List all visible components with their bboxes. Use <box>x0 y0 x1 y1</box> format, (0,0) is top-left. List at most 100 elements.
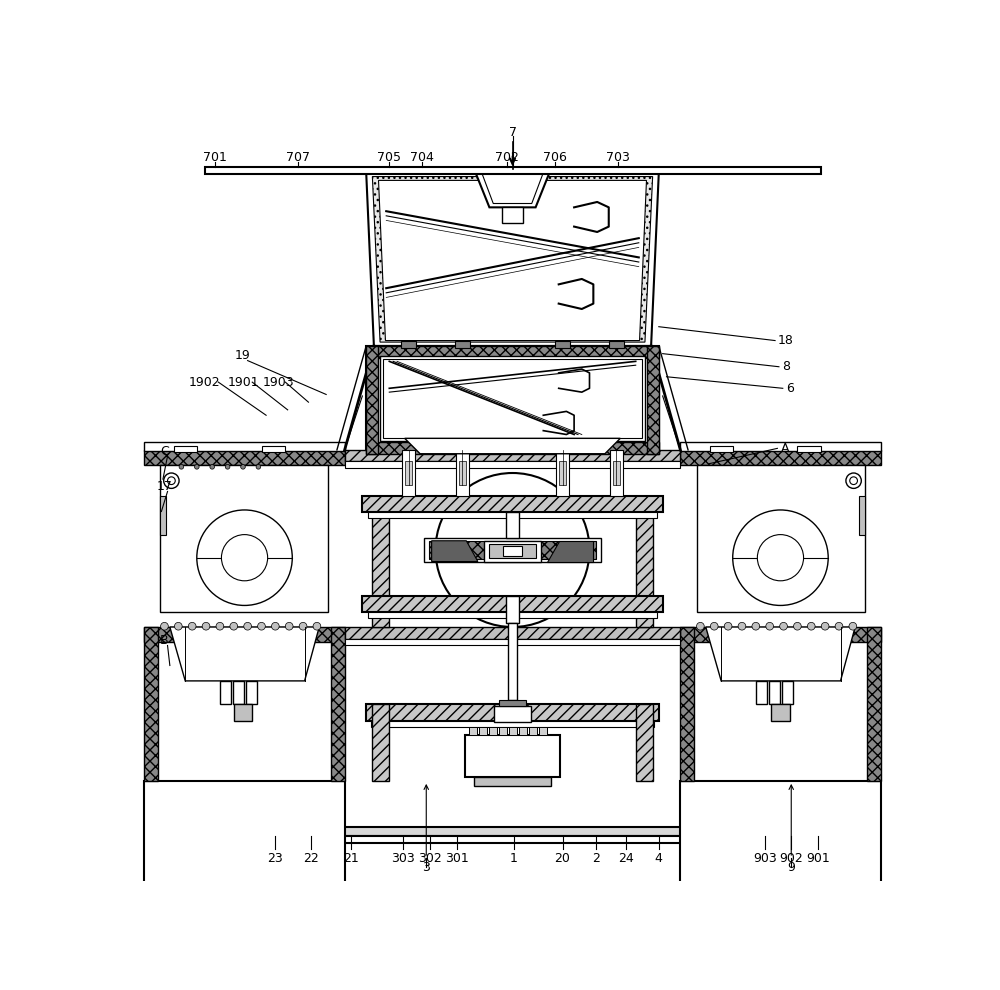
Bar <box>559 461 566 484</box>
Text: 703: 703 <box>606 150 630 163</box>
Circle shape <box>221 535 268 581</box>
Text: 7: 7 <box>509 126 516 140</box>
Circle shape <box>161 623 168 630</box>
Polygon shape <box>379 180 646 341</box>
Polygon shape <box>432 541 478 561</box>
Polygon shape <box>474 169 551 207</box>
Bar <box>506 596 519 623</box>
Circle shape <box>164 473 179 488</box>
Bar <box>499 700 526 706</box>
Bar <box>489 544 536 558</box>
Bar <box>509 727 517 735</box>
Text: 23: 23 <box>267 851 283 864</box>
Circle shape <box>697 623 704 630</box>
Text: 24: 24 <box>619 851 634 864</box>
Bar <box>867 627 881 781</box>
Circle shape <box>202 623 210 630</box>
Bar <box>401 341 416 348</box>
Circle shape <box>256 464 261 469</box>
Circle shape <box>757 535 804 581</box>
Bar <box>469 727 477 735</box>
Circle shape <box>766 623 774 630</box>
Circle shape <box>752 623 760 630</box>
Text: 302: 302 <box>418 851 442 864</box>
Circle shape <box>835 623 843 630</box>
Text: 21: 21 <box>343 851 359 864</box>
Text: 6: 6 <box>786 382 794 395</box>
Bar <box>680 627 881 643</box>
Text: 903: 903 <box>753 851 777 864</box>
Text: 22: 22 <box>303 851 319 864</box>
Circle shape <box>230 623 238 630</box>
Bar <box>465 735 560 777</box>
Circle shape <box>710 623 718 630</box>
Bar <box>539 727 547 735</box>
Bar <box>519 727 527 735</box>
Circle shape <box>733 510 828 606</box>
Circle shape <box>285 623 293 630</box>
Text: B: B <box>160 635 169 647</box>
Circle shape <box>188 623 196 630</box>
Circle shape <box>821 623 829 630</box>
Bar <box>797 446 820 452</box>
Bar <box>424 539 601 561</box>
Bar <box>697 465 865 612</box>
Circle shape <box>794 623 801 630</box>
Text: 8: 8 <box>782 360 790 373</box>
Text: 1903: 1903 <box>263 375 294 389</box>
Text: A: A <box>780 442 789 454</box>
Text: 1: 1 <box>510 851 518 864</box>
Circle shape <box>197 510 292 606</box>
Bar <box>502 207 523 223</box>
Text: 706: 706 <box>543 150 567 163</box>
Bar <box>362 596 663 612</box>
Circle shape <box>241 464 245 469</box>
Bar <box>609 341 624 348</box>
Text: 18: 18 <box>778 334 794 347</box>
Circle shape <box>179 464 184 469</box>
Bar <box>613 461 620 484</box>
Bar <box>610 449 623 496</box>
Bar <box>174 446 197 452</box>
Circle shape <box>313 623 321 630</box>
Text: 901: 901 <box>806 851 830 864</box>
Bar <box>456 449 469 496</box>
Bar <box>205 166 820 174</box>
Bar <box>680 443 881 451</box>
Bar <box>366 346 659 357</box>
Text: 707: 707 <box>286 150 310 163</box>
Bar <box>372 704 389 781</box>
Text: 9: 9 <box>787 860 795 874</box>
Circle shape <box>299 623 307 630</box>
Text: C: C <box>160 445 169 458</box>
Circle shape <box>244 623 251 630</box>
Bar <box>769 681 780 704</box>
Bar <box>366 704 659 721</box>
Bar <box>782 681 793 704</box>
Bar <box>756 681 767 704</box>
Bar <box>494 706 531 723</box>
Circle shape <box>210 464 215 469</box>
Circle shape <box>436 473 590 627</box>
Circle shape <box>194 464 199 469</box>
Text: 2: 2 <box>592 851 600 864</box>
Bar <box>680 781 881 942</box>
Bar <box>345 449 680 461</box>
Text: 303: 303 <box>391 851 415 864</box>
Bar <box>331 627 345 781</box>
Bar <box>160 496 166 535</box>
Bar <box>345 639 680 644</box>
Text: 301: 301 <box>445 851 469 864</box>
Bar <box>220 681 231 704</box>
Polygon shape <box>366 172 659 346</box>
Bar <box>455 341 470 348</box>
Bar <box>429 541 596 559</box>
Text: 17: 17 <box>157 480 172 493</box>
Polygon shape <box>482 172 543 204</box>
Bar <box>234 704 252 721</box>
Bar <box>233 681 244 704</box>
Circle shape <box>168 477 175 484</box>
Circle shape <box>174 623 182 630</box>
Bar <box>144 449 345 465</box>
Bar <box>368 612 657 618</box>
